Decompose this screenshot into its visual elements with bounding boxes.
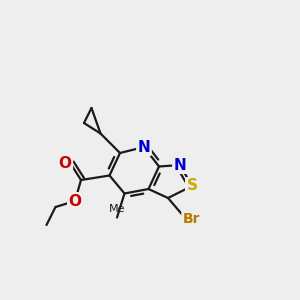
- Text: N: N: [174, 158, 186, 172]
- Text: N: N: [138, 140, 150, 154]
- Text: S: S: [187, 178, 197, 194]
- Text: Me: Me: [109, 205, 125, 214]
- Text: Br: Br: [183, 212, 200, 226]
- Text: O: O: [68, 194, 82, 208]
- Text: O: O: [58, 156, 72, 171]
